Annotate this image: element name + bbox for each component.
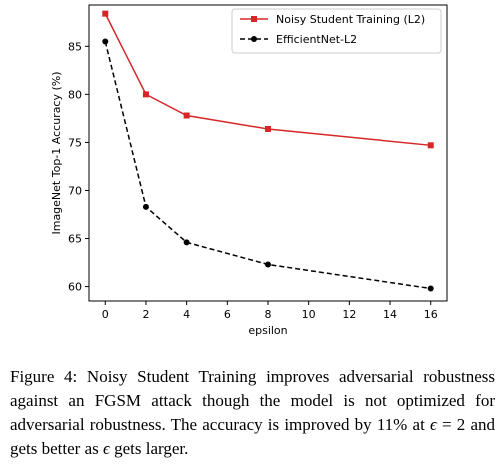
legend-label-1: Noisy Student Training (L2)	[276, 13, 425, 26]
data-point-circle	[265, 261, 271, 268]
data-point-circle	[102, 38, 109, 45]
data-point-square	[183, 112, 190, 119]
x-tick-label: 16	[424, 308, 438, 321]
data-point-circle	[142, 203, 149, 210]
y-tick-label: 60	[68, 281, 82, 294]
y-tick-label: 70	[68, 184, 82, 197]
y-tick-label: 65	[68, 233, 82, 246]
legend-marker-square	[251, 16, 257, 22]
legend-box	[231, 8, 442, 54]
x-tick-label: 6	[224, 308, 231, 321]
figure-caption: Figure 4: Noisy Student Training improve…	[10, 365, 495, 461]
x-axis-label: epsilon	[248, 324, 287, 337]
data-point-square	[427, 142, 434, 149]
legend: Noisy Student Training (L2) EfficientNet-…	[231, 8, 442, 54]
x-tick-label: 2	[142, 308, 149, 321]
x-axis-ticks: 0 2 4 6 8 10 12 14 16	[102, 301, 438, 321]
caption-epsilon-1: ϵ	[429, 415, 437, 434]
chart: 0 2 4 6 8 10 12 14 16 60 65 70 75 80 85 epsilon Image…	[50, 4, 448, 337]
x-tick-label: 10	[302, 308, 316, 321]
x-tick-label: 14	[383, 308, 397, 321]
series-group	[102, 10, 434, 292]
series-line-2	[104, 41, 431, 290]
caption-tail: gets larger.	[109, 439, 189, 458]
y-tick-label: 80	[68, 88, 82, 101]
data-point-square	[102, 10, 109, 17]
y-axis-label: ImageNet Top-1 Accuracy (%)	[50, 71, 63, 234]
legend-marker-circle	[251, 36, 257, 42]
x-tick-label: 12	[342, 308, 356, 321]
y-axis-ticks: 60 65 70 75 80 85	[68, 40, 89, 294]
x-tick-label: 8	[265, 308, 272, 321]
caption-mid: = 2 and gets better as	[10, 415, 495, 458]
caption-lead: Figure 4: Noisy Student Training improve…	[10, 367, 495, 434]
caption-epsilon-2: ϵ	[103, 439, 110, 458]
y-tick-label: 75	[68, 136, 82, 149]
x-tick-label: 0	[102, 308, 109, 321]
data-point-circle	[427, 285, 434, 292]
y-tick-label: 85	[68, 40, 82, 53]
x-tick-label: 4	[183, 308, 190, 321]
data-point-square	[142, 91, 149, 98]
data-point-square	[265, 125, 271, 132]
data-point-circle	[183, 239, 190, 246]
legend-label-2: EfficientNet-L2	[276, 33, 357, 46]
